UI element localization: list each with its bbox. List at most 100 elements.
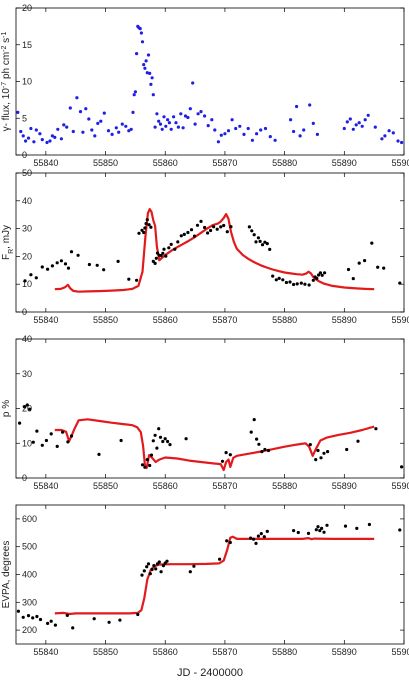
- data-point: [35, 614, 39, 619]
- data-point: [140, 573, 144, 577]
- y-axis-label-part: EVPA, degrees: [1, 541, 12, 609]
- data-point: [186, 230, 190, 235]
- data-point: [257, 442, 261, 446]
- data-point: [66, 266, 71, 270]
- data-point: [153, 125, 157, 129]
- data-point: [24, 139, 28, 143]
- data-point: [212, 225, 216, 229]
- data-point: [265, 242, 269, 246]
- data-point: [319, 456, 323, 460]
- data-point: [182, 232, 186, 236]
- data-point: [135, 52, 139, 56]
- data-point: [40, 443, 44, 447]
- data-point: [127, 129, 131, 133]
- data-point: [139, 31, 143, 35]
- data-point: [132, 93, 136, 97]
- data-point: [218, 557, 222, 561]
- data-point: [164, 124, 168, 128]
- data-point: [252, 233, 256, 237]
- data-point: [136, 612, 140, 617]
- data-point: [374, 427, 378, 431]
- data-point: [147, 223, 151, 227]
- data-point: [316, 448, 320, 453]
- data-point: [318, 271, 322, 275]
- data-point: [192, 564, 196, 568]
- data-point: [355, 526, 359, 531]
- data-point: [316, 525, 320, 529]
- x-tick-label: 55880: [272, 158, 297, 168]
- data-point: [308, 443, 312, 447]
- data-point: [183, 114, 188, 118]
- y-axis-label-part: p %: [1, 400, 12, 417]
- data-point: [110, 132, 114, 136]
- data-point: [169, 242, 173, 246]
- y-tick-label: 600: [22, 514, 37, 524]
- data-point: [348, 117, 352, 121]
- data-point: [298, 134, 302, 138]
- data-point: [284, 280, 288, 285]
- data-point: [116, 259, 120, 263]
- data-point: [16, 110, 20, 114]
- data-point: [220, 459, 225, 463]
- data-point: [87, 262, 91, 267]
- data-point: [206, 231, 210, 235]
- data-point: [161, 564, 165, 568]
- data-point: [153, 433, 157, 437]
- data-point: [263, 447, 267, 452]
- y-axis-label-part: γ- flux, 10: [1, 88, 12, 132]
- data-point: [199, 110, 203, 114]
- x-tick-label: 55890: [332, 158, 357, 168]
- data-point: [166, 118, 170, 122]
- data-point: [376, 265, 380, 269]
- y-tick-label: 10: [22, 279, 32, 289]
- data-point: [193, 122, 197, 126]
- panel-3-ticks: 5584055850558605587055880558905590001020…: [16, 334, 409, 491]
- data-point: [162, 115, 166, 119]
- data-point: [315, 132, 319, 136]
- data-point: [295, 282, 299, 286]
- data-point: [157, 560, 161, 564]
- x-tick-label: 55850: [93, 647, 118, 657]
- data-point: [308, 103, 312, 107]
- data-point: [179, 112, 183, 116]
- y-tick-label: 10: [22, 438, 32, 448]
- data-point: [102, 111, 106, 115]
- data-point: [295, 104, 299, 109]
- data-point: [173, 247, 177, 251]
- data-point: [292, 129, 296, 134]
- data-point: [302, 128, 306, 132]
- data-point: [149, 453, 154, 457]
- data-point: [119, 438, 123, 443]
- data-point: [50, 264, 55, 268]
- x-axis-label: JD - 2400000: [177, 667, 243, 679]
- data-point: [29, 273, 33, 277]
- data-point: [31, 440, 35, 444]
- data-point: [196, 112, 200, 116]
- data-point: [288, 280, 292, 284]
- data-point: [145, 218, 149, 222]
- data-point: [256, 534, 260, 538]
- data-point: [158, 435, 163, 439]
- data-point: [149, 82, 153, 86]
- data-point: [26, 614, 31, 618]
- panel-2-frame: [15, 172, 405, 313]
- data-point: [307, 283, 311, 287]
- y-axis-label-part: ph cm: [1, 52, 12, 82]
- data-point: [225, 230, 229, 234]
- data-point: [71, 129, 75, 134]
- x-tick-label: 55870: [212, 158, 237, 168]
- data-point: [161, 439, 165, 444]
- data-point: [38, 617, 43, 622]
- data-point: [145, 71, 149, 75]
- data-point: [92, 617, 96, 621]
- data-point: [181, 126, 185, 130]
- data-point: [71, 626, 75, 630]
- data-point: [345, 447, 349, 452]
- y-tick-label: 200: [22, 625, 37, 635]
- data-point: [55, 444, 59, 448]
- data-point: [176, 125, 180, 129]
- panel-4: 55840 55850 55860 55870 55880 55890 55900 200 30…: [1, 504, 409, 679]
- y-axis-label-part: -7: [1, 82, 8, 88]
- y-tick-label: 40: [22, 196, 32, 206]
- data-point: [314, 528, 318, 532]
